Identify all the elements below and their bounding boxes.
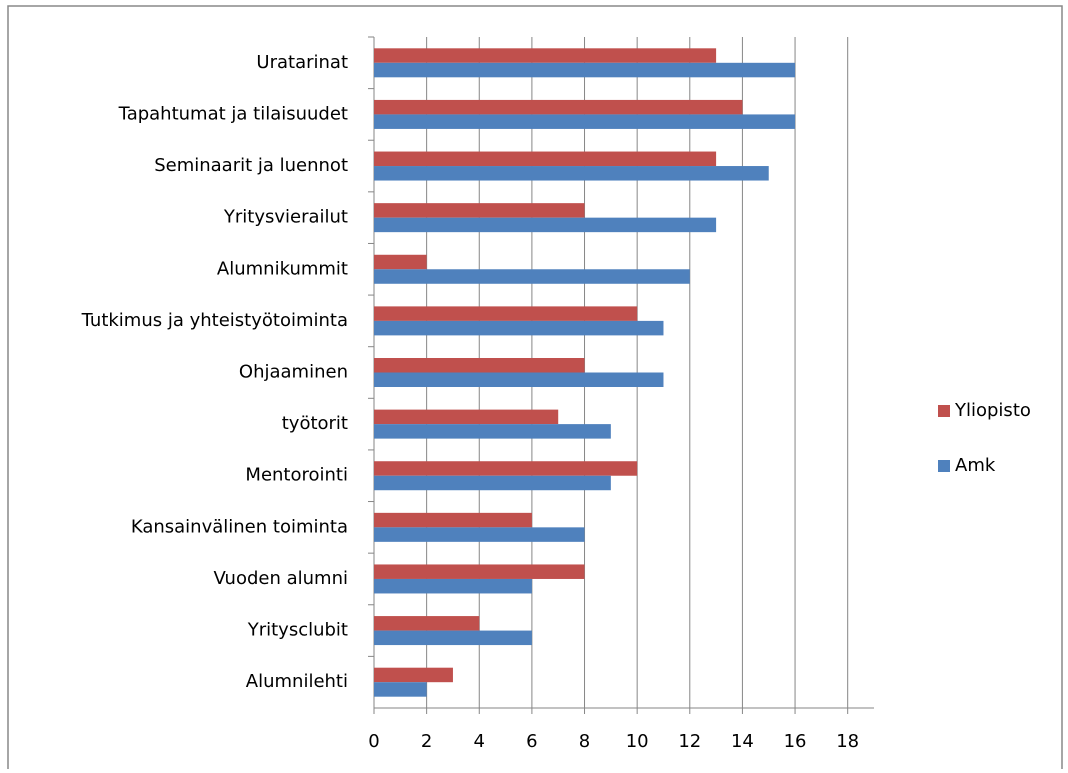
bar <box>374 667 453 683</box>
x-tick-label: 2 <box>421 731 432 752</box>
legend-label: Yliopisto <box>954 400 1031 421</box>
bar <box>374 409 559 425</box>
legend-swatch <box>938 405 950 417</box>
bar <box>374 217 717 233</box>
bar <box>374 527 585 542</box>
bar <box>374 62 796 78</box>
x-tick-label: 6 <box>526 731 537 752</box>
y-tick-label: Alumnilehti <box>246 671 348 692</box>
bar <box>374 682 427 697</box>
bar <box>374 151 717 167</box>
x-tick-label: 12 <box>678 731 701 752</box>
chart-frame <box>7 5 1063 773</box>
legend-swatch <box>938 460 950 472</box>
x-tick-label: 4 <box>474 731 485 752</box>
y-tick-label: Yritysvierailut <box>223 207 348 228</box>
x-tick-label: 14 <box>731 731 754 752</box>
bar <box>374 461 638 476</box>
bar <box>374 320 664 336</box>
bar <box>374 306 638 321</box>
bar <box>374 424 611 439</box>
bar <box>374 512 532 528</box>
y-tick-label: Seminaarit ja luennot <box>154 155 348 176</box>
y-tick-label: Yritysclubit <box>247 620 348 641</box>
bar <box>374 114 796 129</box>
legend-label: Amk <box>955 455 996 476</box>
bar <box>374 564 585 579</box>
x-tick-label: 16 <box>784 731 807 752</box>
bar <box>374 254 427 270</box>
bar <box>374 475 611 491</box>
bar <box>374 99 743 115</box>
bar <box>374 203 585 218</box>
bar <box>374 372 664 387</box>
y-tick-label: Tutkimus ja yhteistyötoiminta <box>81 310 348 331</box>
bar <box>374 358 585 373</box>
y-tick-label: työtorit <box>282 413 348 434</box>
y-tick-label: Uratarinat <box>256 52 348 73</box>
y-tick-label: Vuoden alumni <box>213 568 348 589</box>
x-tick-label: 8 <box>579 731 590 752</box>
y-tick-label: Tapahtumat ja tilaisuudet <box>118 103 348 124</box>
y-tick-label: Alumnikummit <box>217 258 348 279</box>
x-tick-label: 18 <box>836 731 859 752</box>
y-tick-label: Ohjaaminen <box>239 362 348 383</box>
x-tick-label: 10 <box>626 731 649 752</box>
bar <box>374 269 690 284</box>
bar <box>374 48 717 63</box>
bar <box>374 616 480 631</box>
bar <box>374 578 532 594</box>
y-tick-label: Kansainvälinen toiminta <box>131 516 348 537</box>
bar <box>374 630 532 646</box>
bar <box>374 166 769 181</box>
y-tick-label: Mentorointi <box>245 465 348 486</box>
x-tick-label: 0 <box>368 731 379 752</box>
